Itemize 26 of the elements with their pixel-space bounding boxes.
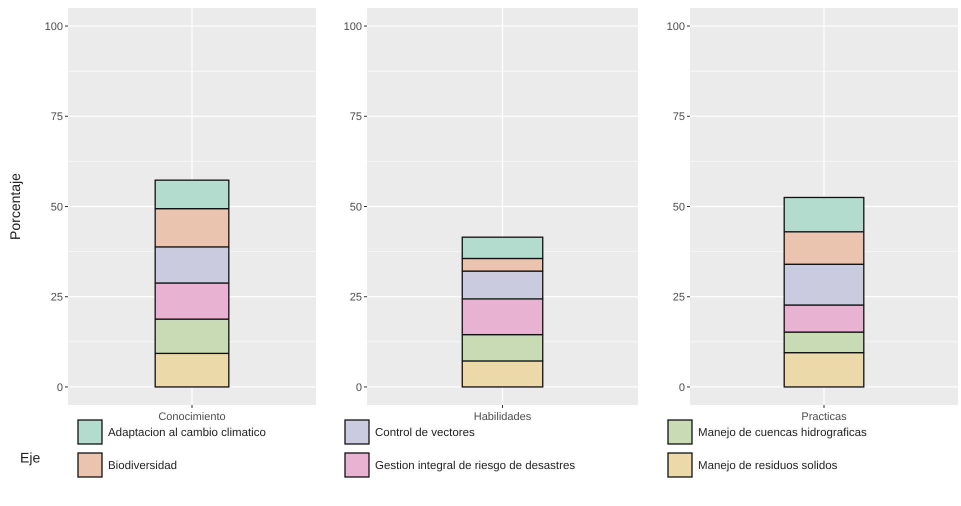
- y-tick-label: 0: [356, 382, 362, 394]
- y-tick-label: 75: [50, 111, 63, 124]
- x-tick-label: Conocimiento: [158, 411, 226, 423]
- y-tick-label: 50: [350, 201, 362, 214]
- y-tick-label: 25: [672, 292, 685, 304]
- y-tick-label: 0: [678, 382, 685, 394]
- y-tick-label: 50: [672, 201, 685, 214]
- legend-title: Eje: [20, 450, 40, 466]
- x-tick-label: Habilidades: [474, 411, 532, 423]
- y-tick-label: 75: [350, 111, 362, 124]
- y-tick-label: 25: [50, 292, 63, 304]
- y-tick-label: 50: [50, 201, 63, 214]
- y-tick-label: 100: [44, 20, 63, 33]
- y-tick-label: 25: [350, 292, 362, 304]
- x-tick-label: Practicas: [801, 411, 848, 423]
- y-axis-title: Porcentaje: [7, 172, 23, 240]
- y-tick-label: 75: [672, 111, 685, 124]
- legend-label: Manejo de residuos solidos: [698, 460, 838, 472]
- legend-label: Biodiversidad: [108, 460, 178, 472]
- legend-label: Gestion integral de riesgo de desastres: [375, 460, 576, 472]
- legend-label: Control de vectores: [375, 427, 475, 440]
- legend-label: Manejo de cuencas hidrograficas: [698, 427, 868, 440]
- y-tick-label: 100: [666, 20, 685, 33]
- y-tick-label: 0: [56, 382, 63, 394]
- legend-label: Adaptacion al cambio climatico: [108, 427, 266, 440]
- y-tick-label: 100: [344, 20, 362, 33]
